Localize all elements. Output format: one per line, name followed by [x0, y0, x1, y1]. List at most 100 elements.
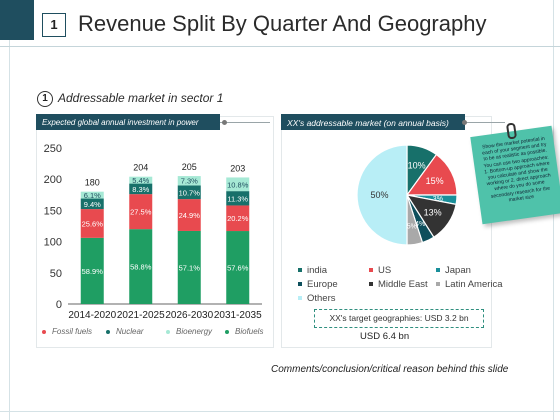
legend-item: Bioenergy	[166, 327, 212, 336]
pie-slice-label: 5%	[407, 224, 417, 231]
pie-legend-marker	[436, 282, 440, 287]
pie-header-connector	[465, 122, 505, 123]
pie-slice-label: 4%	[415, 221, 425, 228]
bar-segment-label: 7.3%	[181, 177, 198, 186]
pie-legend-item: US	[369, 265, 391, 276]
legend-label: Nuclear	[116, 327, 144, 336]
pie-legend-marker	[298, 282, 302, 287]
bar-segment-fossil_fuels	[177, 199, 201, 231]
sticky-note: Show the market potential in each of you…	[470, 125, 560, 225]
pie-legend-item: Others	[298, 293, 336, 304]
legend-marker	[106, 329, 110, 334]
bar-chart-header: Expected global annual investment in pow…	[36, 114, 220, 130]
bar-segment-biofuels	[177, 230, 201, 304]
pie-legend-marker	[436, 268, 440, 273]
pie-slice-label: 50%	[370, 190, 388, 200]
frame-line-left	[9, 0, 10, 420]
pie-legend-marker	[298, 268, 302, 273]
pie-header-dot	[462, 120, 467, 125]
pie-legend-label: Europe	[307, 279, 338, 290]
pie-legend-label: Others	[307, 293, 336, 304]
slide-number: 1	[42, 13, 66, 37]
pie-slice-label: 10%	[408, 161, 426, 171]
pie-slice-label: 13%	[424, 207, 442, 217]
legend-marker	[42, 329, 46, 334]
market-total: USD 6.4 bn	[360, 331, 410, 342]
bar-segment-fossil_fuels	[226, 205, 250, 232]
bar-segment-label: 58.9%	[82, 267, 104, 276]
bar-segment-nuclear	[80, 198, 104, 210]
pie-legend-label: Japan	[445, 265, 471, 276]
x-tick-label: 2014-2020	[68, 310, 116, 321]
slide-title: Revenue Split By Quarter And Geography	[78, 11, 487, 36]
bar-segment-label: 25.6%	[82, 219, 104, 228]
pie-legend-label: Middle East	[378, 279, 428, 290]
bar-segment-nuclear	[226, 191, 250, 206]
target-geographies-note: XX's target geographies: USD 3.2 bn	[314, 309, 484, 328]
pie-legend-item: Japan	[436, 265, 471, 276]
bar-total-label: 204	[133, 163, 148, 173]
bar-segment-label: 6.1%	[84, 191, 101, 200]
y-tick-label: 50	[50, 268, 62, 280]
section-title: Addressable market in sector 1	[58, 91, 224, 105]
bar-segment-label: 10.8%	[227, 180, 249, 189]
pie-legend-marker	[369, 282, 373, 287]
legend-item: Biofuels	[225, 327, 263, 336]
bar-segment-label: 11.3%	[227, 194, 248, 203]
legend-marker	[225, 329, 229, 334]
bar-header-connector	[220, 122, 270, 123]
paperclip-icon	[505, 122, 518, 140]
slide-footer: Comments/conclusion/critical reason behi…	[271, 364, 509, 375]
corner-accent	[0, 0, 34, 40]
frame-line-bottom	[0, 411, 560, 412]
y-tick-label: 200	[44, 174, 62, 186]
bar-segment-bioenergy	[80, 191, 104, 199]
bar-segment-label: 8.3%	[132, 185, 149, 194]
y-tick-label: 150	[44, 205, 62, 217]
bar-total-label: 205	[182, 162, 197, 172]
bar-segment-bioenergy	[177, 176, 201, 186]
pie-chart-header: XX's addressable market (on annual basis…	[281, 114, 465, 130]
legend-marker	[166, 329, 170, 334]
bar-segment-label: 24.9%	[179, 211, 201, 220]
bar-segment-label: 9.4%	[84, 200, 101, 209]
pie-legend-item: india	[298, 265, 327, 276]
y-tick-label: 100	[44, 237, 62, 249]
bar-segment-fossil_fuels	[129, 194, 153, 230]
bar-segment-label: 5.4%	[132, 176, 149, 185]
bar-segment-biofuels	[226, 231, 250, 304]
pie-slice-label: 3%	[433, 196, 443, 203]
bar-segment-label: 20.2%	[227, 214, 249, 223]
pie-legend-label: US	[378, 265, 392, 276]
pie-legend-label: india	[307, 265, 328, 276]
x-tick-label: 2031-2035	[214, 310, 262, 321]
y-tick-label: 0	[56, 299, 62, 311]
legend-item: Nuclear	[106, 327, 144, 336]
pie-legend-label: Latin America	[445, 279, 503, 290]
pie-slice-label: 15%	[426, 176, 444, 186]
pie-chart: 10%15% 3% 13% 4%5% 50%	[356, 144, 458, 246]
x-tick-label: 2026-2030	[165, 310, 213, 321]
bar-total-label: 203	[230, 163, 245, 173]
bar-segment-bioenergy	[226, 177, 250, 192]
pie-legend-marker	[298, 296, 302, 301]
bar-segment-bioenergy	[129, 176, 153, 184]
bar-segment-fossil_fuels	[80, 209, 104, 238]
bar-segment-label: 57.1%	[179, 263, 201, 272]
legend-label: Fossil fuels	[52, 327, 93, 336]
legend-item: Fossil fuels	[42, 327, 92, 336]
pie-legend-marker	[369, 268, 373, 273]
bar-segment-nuclear	[129, 183, 153, 195]
bar-segment-label: 27.5%	[130, 208, 152, 217]
x-tick-label: 2021-2025	[117, 310, 165, 321]
pie-legend-item: Middle East	[369, 279, 428, 290]
pie-legend-item: Europe	[298, 279, 338, 290]
legend-label: Bioenergy	[176, 327, 213, 336]
bar-segment-label: 10.7%	[179, 188, 201, 197]
bar-segment-label: 57.6%	[227, 264, 249, 273]
bar-segment-nuclear	[177, 185, 201, 200]
legend-label: Biofuels	[235, 327, 264, 336]
pie-legend-item: Latin America	[436, 279, 503, 290]
bar-segment-biofuels	[80, 237, 104, 304]
y-tick-label: 250	[44, 143, 62, 155]
